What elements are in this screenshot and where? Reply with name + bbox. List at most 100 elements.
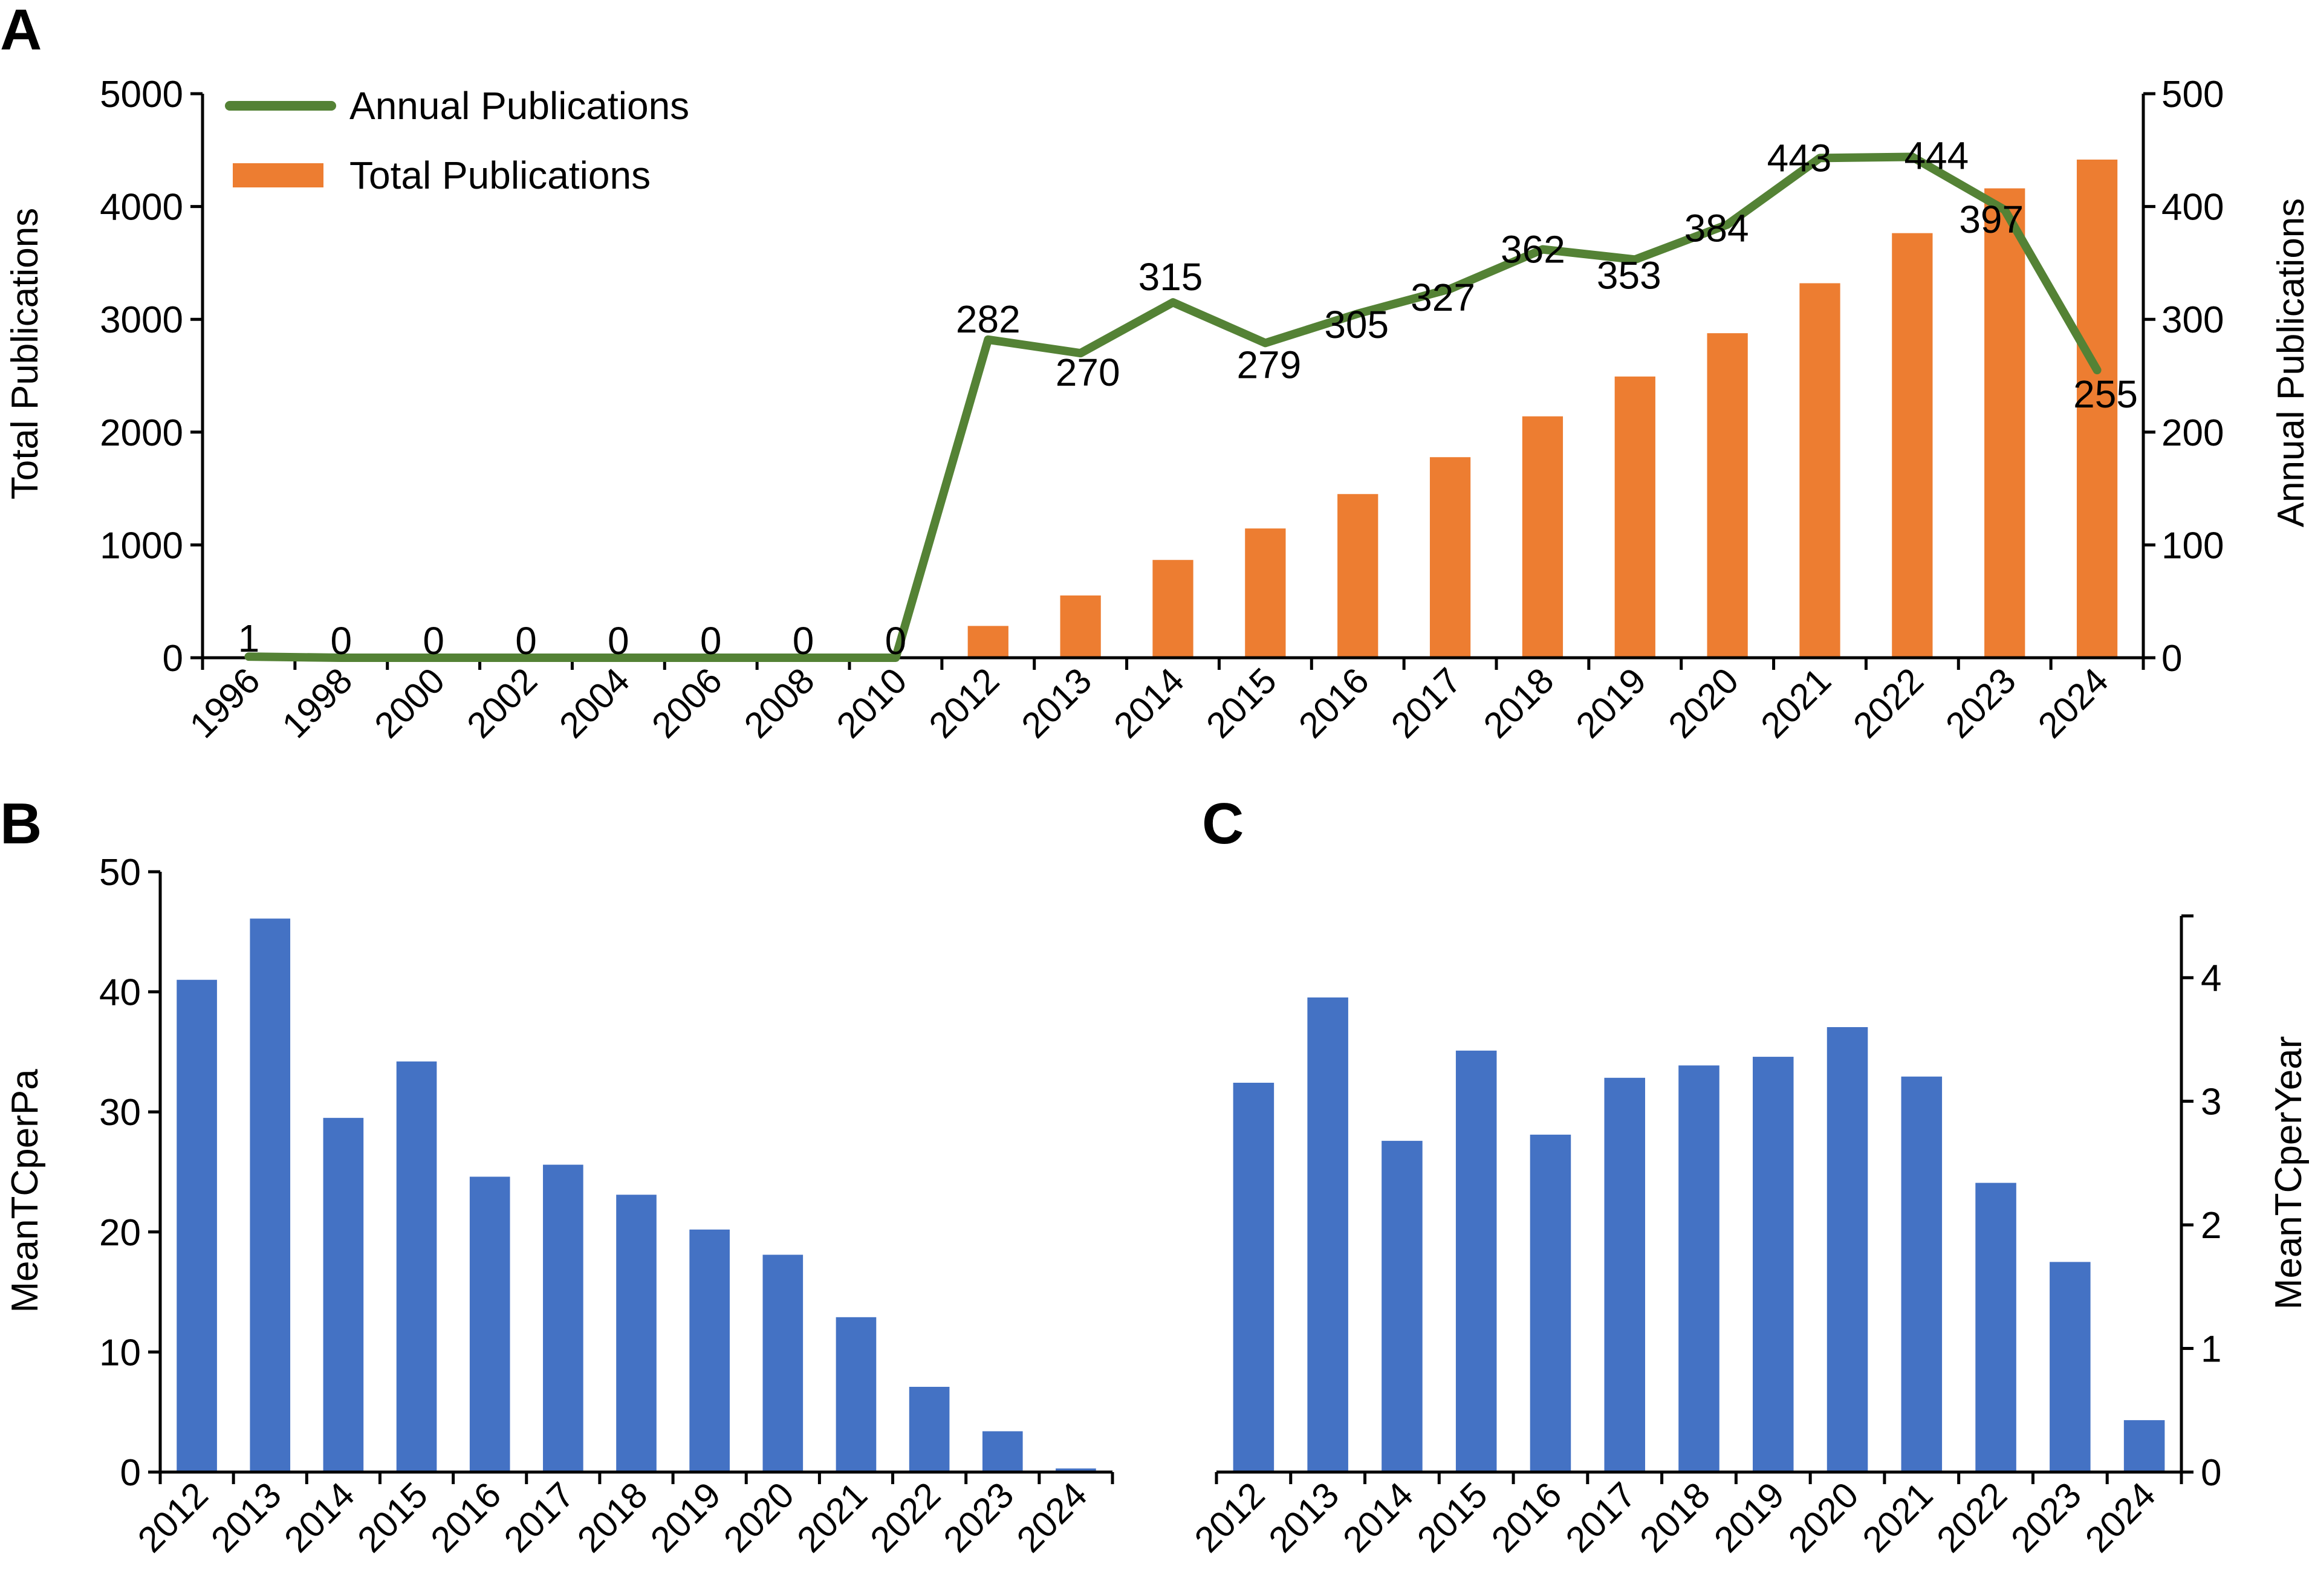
b-y-tick-label: 40 <box>99 972 141 1014</box>
c-bar-2020 <box>1827 1027 1868 1472</box>
a-data-labels: 1 0 0 0 0 0 0 0 282 270 315 279 305 327 362 353 384 443 44… <box>238 134 2138 663</box>
c-bar-2021 <box>1901 1076 1943 1472</box>
a-annual-label-1996: 1 <box>238 617 260 660</box>
a-annual-label-2019: 353 <box>1597 253 1661 297</box>
a-right-tick-label: 300 <box>2161 299 2224 341</box>
panel-letter-c: C <box>1202 791 1244 856</box>
b-bar-2017 <box>543 1164 583 1472</box>
panel-letter-a: A <box>0 0 42 62</box>
b-bar-2024 <box>1056 1468 1096 1472</box>
c-bar-2024 <box>2123 1420 2165 1472</box>
a-annual-label-2016: 305 <box>1324 303 1389 346</box>
a-annual-label-2010: 0 <box>885 619 907 663</box>
c-bar-2018 <box>1678 1065 1719 1472</box>
b-bar-2018 <box>616 1195 657 1472</box>
a-left-tick-label: 4000 <box>100 187 183 229</box>
a-annual-label-2012: 282 <box>956 297 1021 341</box>
a-total-bar-2022 <box>1892 233 1933 658</box>
a-annual-label-2018: 362 <box>1501 228 1565 271</box>
panel-c: C 01234201220132014201520162017201820192… <box>1187 791 2310 1560</box>
b-y-tick-label: 30 <box>99 1092 141 1134</box>
b-y-tick-label: 20 <box>99 1212 141 1254</box>
c-bar-2012 <box>1233 1083 1275 1472</box>
c-bar-2019 <box>1753 1057 1794 1472</box>
b-bar-2014 <box>323 1118 364 1472</box>
c-y-tick-label: 0 <box>2201 1452 2221 1494</box>
a-total-bar-2015 <box>1245 528 1286 658</box>
b-y-tick-label: 50 <box>99 852 141 894</box>
a-left-tick-label: 5000 <box>100 74 183 115</box>
a-left-axis-title: Total Publications <box>4 208 46 500</box>
b-bar-2022 <box>909 1386 950 1472</box>
a-total-bar-2021 <box>1799 283 1840 658</box>
a-annual-line <box>244 152 2102 662</box>
c-y-tick-label: 4 <box>2201 958 2221 999</box>
a-right-tick-label: 400 <box>2161 187 2224 229</box>
c-bar-2013 <box>1307 997 1348 1472</box>
b-bar-2023 <box>982 1431 1023 1472</box>
a-legend: Annual Publications Total Publications <box>225 84 689 197</box>
a-left-tick-label: 3000 <box>100 299 183 341</box>
b-bar-series <box>177 918 1096 1472</box>
a-annual-label-2021: 443 <box>1767 136 1832 180</box>
c-y-tick-label: 2 <box>2201 1205 2221 1247</box>
a-annual-label-2006: 0 <box>700 619 722 663</box>
a-annual-label-2002: 0 <box>515 619 537 663</box>
a-total-bar-2017 <box>1429 457 1471 658</box>
a-annual-label-2017: 327 <box>1411 276 1475 319</box>
a-annual-label-2013: 270 <box>1056 351 1120 394</box>
a-bar-series <box>967 159 2118 658</box>
b-bar-2021 <box>836 1317 877 1472</box>
a-left-tick-label: 1000 <box>100 525 183 566</box>
a-annual-label-2022: 444 <box>1904 134 1969 177</box>
a-left-tick-label: 2000 <box>100 412 183 454</box>
c-bar-2014 <box>1382 1141 1423 1472</box>
legend-total-label: Total Publications <box>349 154 651 197</box>
panel-letter-b: B <box>0 791 42 856</box>
a-right-tick-label: 0 <box>2161 638 2182 680</box>
a-total-bar-2020 <box>1707 333 1748 658</box>
a-annual-label-2000: 0 <box>423 619 444 663</box>
a-total-bar-2013 <box>1060 595 1101 658</box>
b-bar-2013 <box>250 918 291 1472</box>
c-y-tick-label: 1 <box>2201 1329 2221 1371</box>
b-y-tick-label: 0 <box>120 1452 141 1494</box>
a-total-bar-2023 <box>1984 188 2025 658</box>
a-total-bar-2024 <box>2076 159 2118 658</box>
a-annual-label-2024: 255 <box>2073 372 2138 416</box>
a-right-tick-label: 500 <box>2161 74 2224 115</box>
c-axis-title: MeanTCperYear <box>2268 1036 2310 1310</box>
a-annual-label-2014: 315 <box>1138 255 1203 299</box>
c-bar-2023 <box>2050 1262 2091 1472</box>
a-total-bar-2012 <box>967 626 1008 658</box>
legend-annual-label: Annual Publications <box>349 84 689 128</box>
b-bar-2019 <box>689 1229 730 1472</box>
c-y-tick-label: 3 <box>2201 1082 2221 1123</box>
b-bar-2015 <box>396 1061 437 1472</box>
a-total-bar-2019 <box>1614 376 1655 658</box>
b-bar-2016 <box>469 1176 510 1472</box>
a-total-bar-2018 <box>1522 416 1564 658</box>
b-y-tick-label: 10 <box>99 1332 141 1374</box>
a-annual-label-2008: 0 <box>793 619 814 663</box>
c-bar-2016 <box>1530 1134 1571 1472</box>
legend-bar-swatch <box>233 163 323 187</box>
a-annual-label-2004: 0 <box>608 619 629 663</box>
c-bar-2015 <box>1455 1050 1497 1472</box>
a-right-tick-label: 100 <box>2161 525 2224 566</box>
b-bar-2012 <box>177 979 217 1472</box>
a-line-series <box>244 152 2102 662</box>
a-right-tick-label: 200 <box>2161 412 2224 454</box>
a-annual-label-2020: 384 <box>1684 206 1749 250</box>
c-bar-2017 <box>1604 1077 1645 1472</box>
c-bar-series <box>1233 997 2165 1472</box>
a-annual-label-2023: 397 <box>1959 198 2024 241</box>
a-annual-label-2015: 279 <box>1236 343 1301 386</box>
a-annual-label-1998: 0 <box>330 619 352 663</box>
a-right-axis-title: Annual Publications <box>2270 198 2312 528</box>
b-bar-2020 <box>762 1254 804 1472</box>
c-bar-2022 <box>1975 1182 2016 1472</box>
a-left-tick-label: 0 <box>163 638 183 680</box>
a-total-bar-2016 <box>1337 494 1378 658</box>
